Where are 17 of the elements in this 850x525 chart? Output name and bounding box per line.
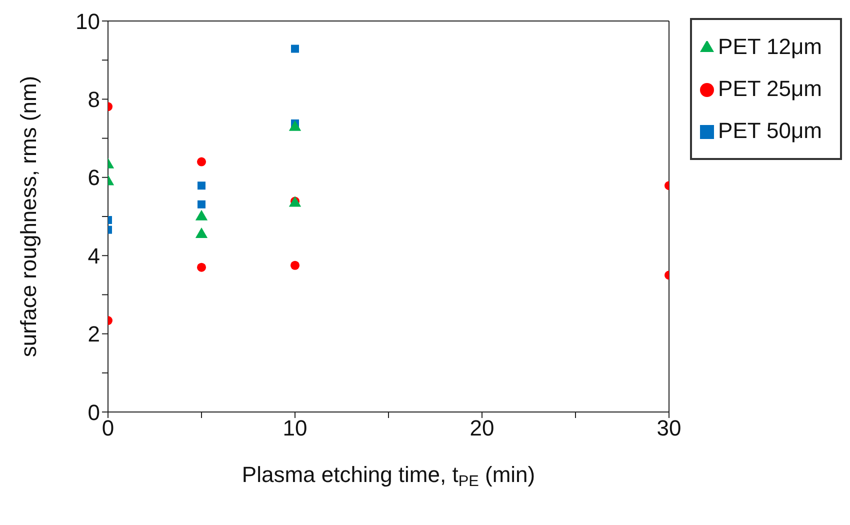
x-axis-title: Plasma etching time, t$_{PE}$ (min): [242, 462, 536, 490]
y-tick-label: 8: [88, 87, 100, 112]
y-tick-label: 2: [88, 322, 100, 347]
legend-label: PET 25μm: [718, 76, 822, 101]
y-tick-label: 0: [88, 400, 100, 425]
y-tick-label: 10: [76, 8, 100, 34]
y-tick-label: 6: [88, 165, 100, 190]
point: [198, 182, 206, 190]
point: [198, 200, 206, 208]
point: [291, 44, 300, 53]
y-axis-title: surface roughness, rms (nm): [16, 76, 41, 358]
legend-label: PET 50μm: [718, 118, 822, 143]
legend-label: PET 12μm: [718, 34, 822, 59]
x-tick-label: 20: [470, 416, 494, 441]
x-tick-label: 30: [656, 416, 682, 441]
y-tick-label: 4: [88, 243, 100, 268]
x-tick-label: 10: [282, 416, 308, 441]
